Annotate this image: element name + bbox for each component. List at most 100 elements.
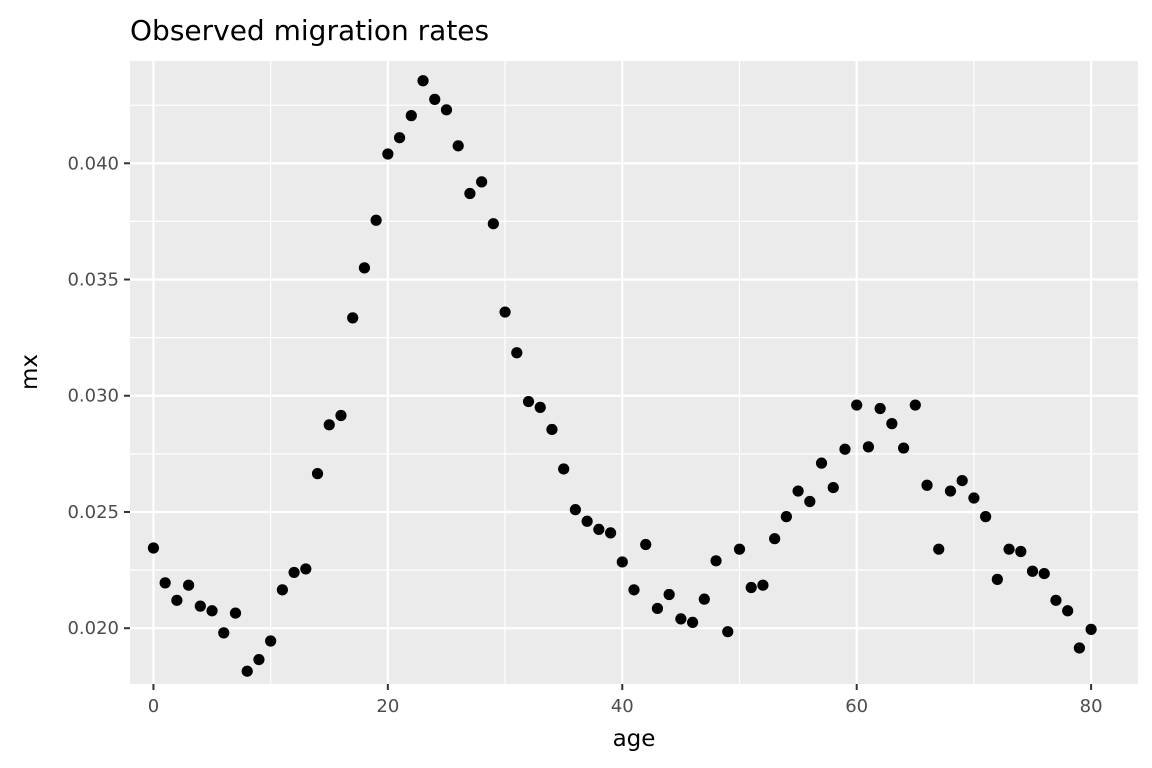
data-point — [276, 584, 288, 596]
data-point — [534, 401, 546, 413]
data-point — [265, 635, 277, 647]
data-point — [593, 523, 605, 536]
y-axis-ticks: 0.020 0.025 0.030 0.035 0.040 — [67, 153, 130, 639]
data-point — [405, 110, 417, 122]
y-tick-label: 0.030 — [67, 386, 119, 407]
data-point — [933, 543, 945, 555]
data-point — [839, 443, 851, 455]
data-point — [698, 593, 710, 605]
data-points — [147, 75, 1097, 677]
data-point — [1062, 605, 1074, 617]
y-tick-label: 0.020 — [67, 618, 119, 639]
data-point — [780, 511, 792, 523]
data-point — [382, 148, 394, 160]
data-point — [604, 527, 617, 539]
data-point — [1015, 545, 1027, 558]
data-point — [194, 600, 206, 612]
data-point — [745, 581, 757, 594]
major-grid — [130, 61, 1138, 684]
data-point — [323, 419, 335, 431]
data-point — [968, 492, 980, 504]
y-axis-title: mx — [17, 354, 43, 390]
data-point — [522, 395, 535, 408]
data-point — [956, 474, 968, 487]
data-point — [616, 556, 628, 568]
data-point — [218, 627, 230, 639]
data-point — [476, 176, 488, 188]
data-point — [687, 616, 699, 628]
data-point — [792, 485, 804, 497]
data-point — [241, 665, 253, 677]
data-point — [206, 605, 218, 617]
data-point — [546, 423, 558, 436]
x-tick-label: 20 — [376, 696, 399, 717]
data-point — [804, 495, 816, 508]
data-point — [487, 218, 499, 230]
data-point — [722, 626, 734, 638]
data-point — [909, 399, 921, 411]
data-point — [675, 613, 687, 625]
data-point — [183, 579, 195, 591]
x-tick-label: 0 — [148, 696, 159, 717]
data-point — [311, 468, 324, 480]
data-point — [980, 511, 992, 523]
data-point — [147, 542, 160, 554]
data-point — [429, 93, 441, 105]
data-point — [862, 441, 875, 453]
data-point — [944, 485, 957, 497]
x-axis-title: age — [613, 726, 656, 752]
data-point — [1038, 567, 1050, 580]
data-point — [358, 262, 371, 274]
data-point — [640, 538, 652, 551]
y-tick-label: 0.035 — [67, 270, 119, 291]
data-point — [335, 409, 347, 422]
data-point — [347, 312, 359, 324]
data-point — [733, 543, 746, 555]
data-point — [921, 479, 933, 491]
data-point — [663, 588, 675, 601]
data-point — [417, 75, 429, 87]
data-point — [159, 577, 171, 589]
data-point — [710, 555, 722, 567]
data-point — [757, 579, 769, 591]
data-point — [651, 602, 664, 615]
minor-grid — [130, 61, 1138, 684]
x-tick-label: 80 — [1080, 696, 1103, 717]
x-tick-label: 60 — [845, 696, 868, 717]
data-point — [886, 418, 898, 430]
data-point — [171, 594, 183, 606]
data-point — [815, 457, 828, 469]
x-axis-ticks: 0 20 40 60 80 — [148, 684, 1103, 717]
data-point — [1026, 565, 1039, 577]
data-point — [300, 563, 312, 575]
data-point — [769, 533, 781, 545]
data-point — [628, 584, 640, 596]
data-point — [452, 140, 464, 152]
data-point — [1050, 594, 1062, 606]
data-point — [511, 347, 523, 359]
data-point — [1085, 623, 1097, 635]
data-point — [569, 504, 581, 516]
data-point — [1003, 543, 1015, 555]
data-point — [253, 653, 265, 666]
data-point — [288, 566, 300, 579]
data-point — [464, 187, 476, 200]
data-point — [393, 132, 406, 144]
data-point — [499, 306, 511, 318]
data-point — [558, 463, 570, 475]
data-point — [897, 442, 910, 454]
data-point — [851, 399, 863, 411]
data-point — [581, 515, 593, 527]
data-point — [827, 481, 839, 494]
y-tick-label: 0.025 — [67, 502, 119, 523]
x-tick-label: 40 — [611, 696, 634, 717]
data-point — [991, 573, 1003, 585]
data-point — [440, 104, 453, 116]
chart-title: Observed migration rates — [130, 14, 489, 47]
y-tick-label: 0.040 — [67, 153, 119, 174]
data-point — [370, 214, 382, 226]
data-point — [874, 402, 886, 415]
data-point — [229, 607, 242, 619]
plot-panel — [130, 61, 1138, 684]
